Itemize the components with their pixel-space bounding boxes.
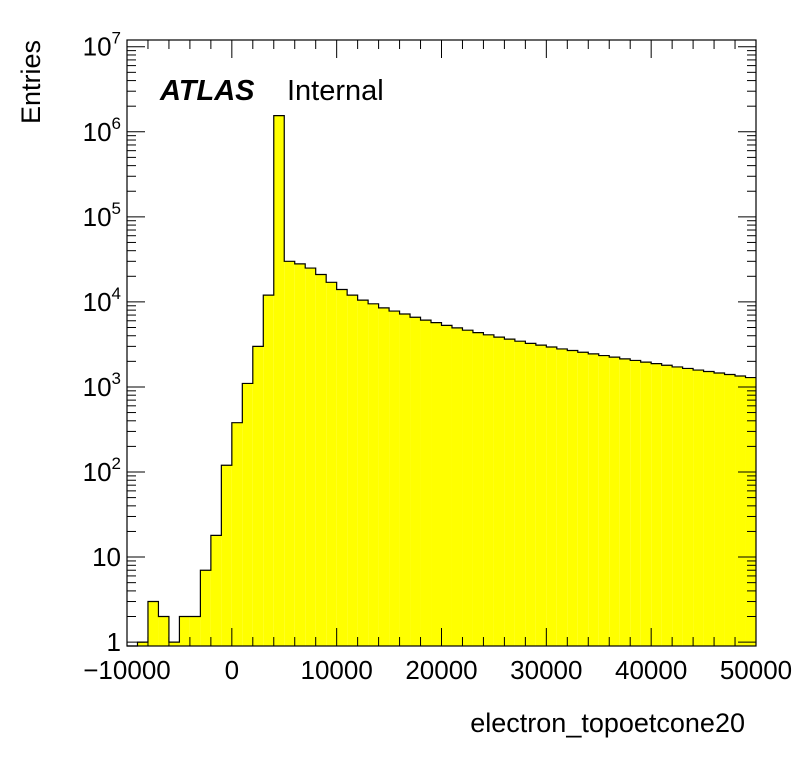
histogram-bin [315, 274, 327, 646]
histogram-bin [525, 343, 536, 646]
histogram-bin [357, 300, 369, 646]
x-tick-label: 40000 [615, 655, 687, 685]
histogram-bin [420, 320, 432, 646]
histogram-bin [619, 358, 631, 646]
histogram-bin [305, 268, 316, 646]
y-tick-label: 107 [83, 29, 121, 62]
histogram-bin [378, 307, 390, 646]
histogram-bin [493, 337, 505, 646]
histogram-bin [326, 282, 337, 646]
x-tick-labels: −10000 0 10000 20000 30000 40000 50000 [83, 655, 792, 685]
x-tick-label: 10000 [301, 655, 373, 685]
histogram-bin [735, 375, 746, 646]
histogram-bin [535, 345, 547, 646]
histogram-bin [588, 353, 599, 646]
histogram-bin [179, 616, 190, 646]
histogram-bin [672, 366, 683, 646]
histogram-bin [231, 422, 243, 646]
y-tick-label: 104 [83, 284, 121, 317]
histogram-bin [389, 311, 400, 646]
histogram-bin [693, 370, 704, 646]
histogram-bin [682, 368, 694, 646]
histogram-bin [399, 314, 411, 646]
histogram-bin [431, 322, 442, 646]
histogram-bin [137, 642, 148, 646]
histogram-bin [504, 339, 515, 646]
histogram-bin [703, 371, 715, 646]
histogram-bin [609, 357, 620, 646]
histogram-bin [347, 295, 358, 646]
histogram-bin [168, 642, 180, 646]
x-tick-label: 50000 [720, 655, 792, 685]
histogram-bin [284, 261, 295, 646]
histogram-bin [630, 360, 641, 646]
histogram-bin [472, 332, 484, 646]
plot-frame [126, 39, 757, 647]
histogram-bin [263, 295, 274, 646]
histogram-bin [441, 325, 452, 646]
histogram-bin [221, 465, 232, 646]
x-tick-label: 30000 [510, 655, 582, 685]
y-tick-labels: 1 10 102 103 104 105 106 107 [83, 29, 121, 657]
histogram-bin [451, 327, 463, 646]
y-tick-label: 1 [107, 627, 121, 657]
histogram-bin [483, 334, 494, 646]
histogram-bin [147, 601, 159, 646]
x-tick-label: 20000 [405, 655, 477, 685]
histogram-bin [514, 341, 526, 646]
internal-label: Internal [287, 75, 384, 107]
histogram-bin [200, 570, 211, 646]
histogram-bin [577, 352, 589, 646]
histogram-bin [294, 263, 306, 646]
histogram-bin [661, 365, 673, 646]
axis-ticks [126, 40, 757, 646]
x-axis-title: electron_topoetcone20 [470, 708, 745, 738]
histogram-bin [210, 535, 222, 646]
histogram-bin [462, 330, 473, 646]
histogram-bin [745, 377, 756, 646]
y-tick-label: 103 [83, 369, 121, 402]
histogram-bin [714, 372, 725, 646]
histogram-bin [242, 383, 253, 646]
histogram-bin [252, 346, 264, 646]
histogram-bin [640, 362, 652, 646]
histogram-bin [189, 616, 201, 646]
y-tick-label: 105 [83, 199, 121, 232]
histogram-bin [556, 348, 568, 646]
x-tick-label: 0 [225, 655, 239, 685]
x-tick-label: −10000 [83, 655, 170, 685]
histogram-bin [410, 317, 421, 646]
histogram-bin [368, 303, 379, 646]
histogram-outline [127, 115, 756, 647]
histogram-bars [127, 115, 756, 647]
y-axis-title: Entries [16, 40, 46, 124]
histogram-bin [158, 616, 169, 646]
y-tick-label: 106 [83, 114, 121, 147]
y-tick-label: 10 [92, 542, 121, 572]
y-tick-label: 102 [83, 454, 121, 487]
atlas-label: ATLAS [159, 75, 255, 107]
histogram-bin [598, 355, 610, 646]
histogram-bin [724, 374, 736, 646]
histogram-bin [567, 350, 578, 646]
histogram-bin [546, 346, 557, 646]
histogram-bin [336, 289, 348, 646]
histogram-bin [651, 363, 662, 646]
histogram-bin [273, 115, 285, 647]
